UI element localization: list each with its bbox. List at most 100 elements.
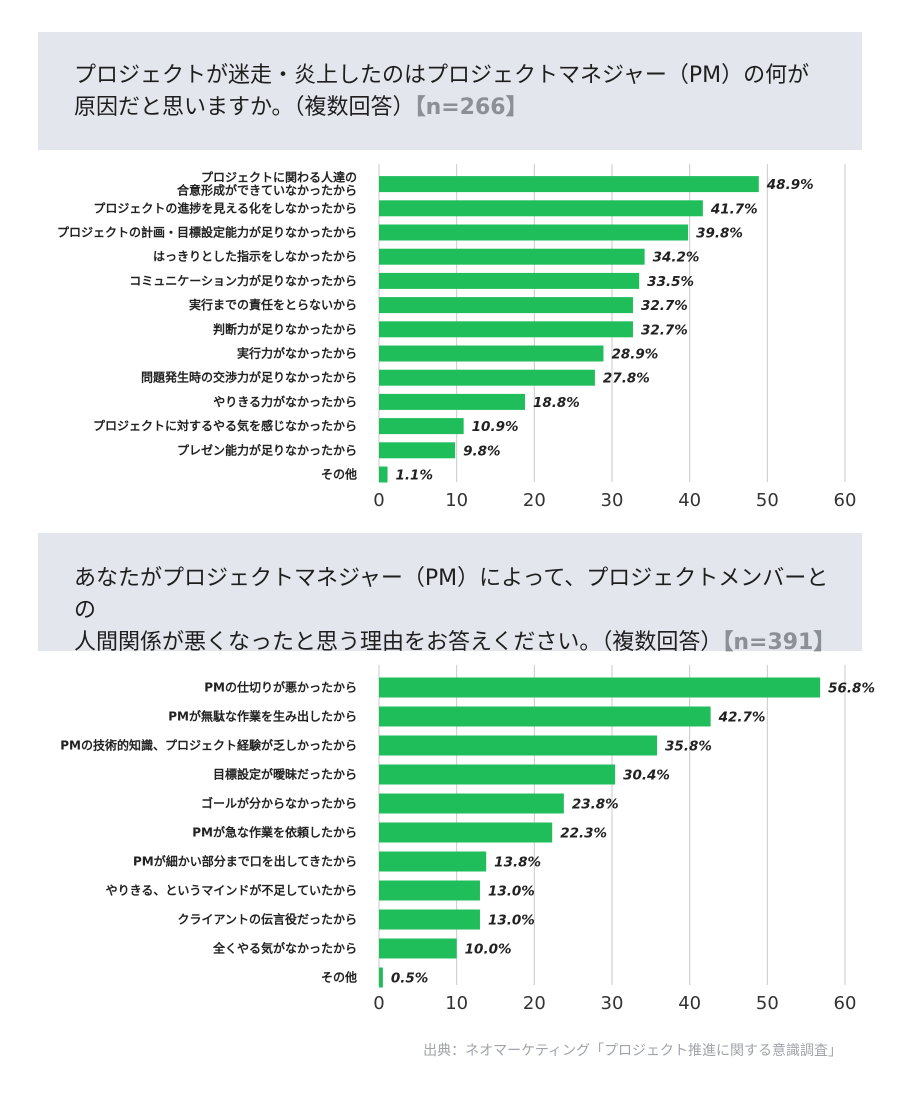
chart1-category-label: はっきりとした指示をしなかったから	[153, 249, 357, 264]
chart2-x-tick-label: 40	[678, 993, 701, 1014]
chart2-category-label: PMの技術的知識、プロジェクト経験が乏しかったから	[60, 738, 357, 753]
chart1-value-label: 32.7%	[641, 298, 688, 314]
chart1-value-label: 28.9%	[611, 347, 658, 363]
chart2-category-label: 全くやる気がなかったから	[212, 941, 357, 956]
chart1-bar	[379, 442, 456, 459]
chart2-value-label: 13.8%	[494, 855, 541, 871]
chart2-x-tick-label: 20	[523, 993, 546, 1014]
chart1-x-tick-label: 50	[756, 490, 779, 511]
chart1-category-label: 判断力が足りなかったから	[213, 321, 357, 336]
chart2-bar	[379, 706, 711, 727]
chart2-value-label: 35.8%	[665, 739, 712, 755]
chart2-n-label: 【n=391】	[722, 630, 836, 655]
chart2-value-label: 0.5%	[391, 971, 428, 987]
chart2-title-line2: 人間関係が悪くなったと思う理由をお答えください。（複数回答）	[74, 630, 723, 655]
chart2-value-label: 56.8%	[828, 681, 875, 697]
chart1-x-tick-label: 40	[678, 490, 701, 511]
chart2-value-label: 22.3%	[560, 826, 607, 842]
chart2-category-label: PMの仕切りが悪かったから	[204, 680, 357, 695]
chart1-value-label: 27.8%	[603, 371, 650, 387]
chart2-bar	[379, 851, 487, 872]
chart2-category-label: PMが無駄な作業を生み出したから	[168, 709, 357, 724]
chart2-value-label: 30.4%	[623, 768, 670, 784]
chart2-x-tick-label: 60	[834, 993, 857, 1014]
chart1-bar	[379, 369, 595, 386]
chart1-category-label: プレゼン能力が足りなかったから	[177, 442, 357, 457]
chart1-value-label: 9.8%	[463, 443, 500, 459]
chart1-bar	[379, 466, 388, 483]
chart2-bar-chart: 0 10 20 30 40 50 60 56.8% PMの仕切りが悪かったから 42.7% PMが無…	[60, 665, 875, 1014]
chart1-x-tick-label: 10	[445, 490, 468, 511]
chart1-bar	[379, 418, 464, 435]
chart2-category-label: やりきる、というマインドが不足していたから	[106, 883, 357, 898]
chart1-title-line2: 原因だと思いますか。（複数回答）	[74, 95, 415, 120]
chart1-value-label: 10.9%	[472, 419, 519, 435]
chart1-x-tick-label: 20	[523, 490, 546, 511]
chart2-category-label: その他	[321, 970, 357, 985]
chart2-bar	[379, 793, 564, 814]
chart1-value-label: 1.1%	[396, 468, 433, 484]
chart1-category-label: 実行までの責任をとらないから	[189, 297, 357, 312]
chart2-bar	[379, 880, 480, 901]
chart2-x-tick-label: 50	[756, 993, 779, 1014]
chart1-category-label: プロジェクトの計画・目標設定能力が足りなかったから	[57, 225, 357, 240]
chart2-value-label: 23.8%	[572, 797, 619, 813]
chart2-category-label: クライアントの伝言役だったから	[177, 912, 357, 927]
chart2-value-label: 42.7%	[718, 710, 766, 726]
chart1-category-label: コミュニケーション力が足りなかったから	[129, 273, 357, 288]
chart1-bar	[379, 297, 633, 314]
chart1-x-tick-label: 0	[373, 490, 384, 511]
chart1-value-label: 39.8%	[696, 226, 743, 242]
chart2-bar	[379, 909, 480, 930]
chart1-category-label: プロジェクトに関わる人達の	[201, 170, 357, 185]
chart1-bar-chart: 0 10 20 30 40 50 60 48.9% プロジェクトに関わる人達の合意形成ができてい…	[57, 164, 857, 511]
chart2-x-tick-label: 0	[373, 993, 384, 1014]
chart1-bar	[379, 272, 640, 289]
chart1-category-label: 合意形成ができていなかったから	[177, 183, 357, 198]
chart1-category-label: 実行力がなかったから	[237, 346, 357, 361]
chart2-bar	[379, 677, 821, 698]
chart2-bar	[379, 938, 457, 959]
chart2-x-tick-label: 10	[445, 993, 468, 1014]
chart1-x-tick-label: 60	[834, 490, 857, 511]
chart2-bar	[379, 967, 383, 988]
chart1-category-label: プロジェクトの進捗を見える化をしなかったから	[93, 200, 357, 215]
chart1-bar	[379, 393, 526, 410]
chart1-bar	[379, 345, 604, 362]
chart1-bar	[379, 248, 645, 265]
chart1-bar	[379, 224, 689, 241]
chart1-x-tick-label: 30	[601, 490, 624, 511]
chart1-value-label: 34.2%	[653, 250, 700, 266]
chart1-header-panel: プロジェクトが迷走・炎上したのはプロジェクトマネジャー（PM）の何が 原因だと思…	[38, 32, 862, 150]
chart1-title-line1: プロジェクトが迷走・炎上したのはプロジェクトマネジャー（PM）の何が	[74, 63, 810, 88]
chart2-value-label: 13.0%	[488, 884, 535, 900]
chart2-value-label: 13.0%	[488, 913, 535, 929]
chart1-n-label: 【n=266】	[414, 95, 528, 120]
chart2-title: あなたがプロジェクトマネジャー（PM）によって、プロジェクトメンバーとの 人間関…	[74, 563, 842, 659]
chart2-category-label: PMが急な作業を依頼したから	[192, 825, 357, 840]
chart1-category-label: その他	[321, 467, 357, 482]
chart2-bar	[379, 822, 553, 843]
chart1-bar	[379, 200, 703, 217]
chart2-header-panel: あなたがプロジェクトマネジャー（PM）によって、プロジェクトメンバーとの 人間関…	[38, 533, 862, 655]
chart1-value-label: 18.8%	[533, 395, 580, 411]
chart1-category-label: プロジェクトに対するやる気を感じなかったから	[93, 418, 357, 433]
chart2-category-label: ゴールが分からなかったから	[201, 796, 357, 811]
chart1-category-label: やりきる力がなかったから	[213, 394, 357, 409]
chart2-bar	[379, 735, 658, 756]
chart1-value-label: 32.7%	[641, 322, 688, 338]
chart1-bar	[379, 176, 759, 193]
chart1-value-label: 41.7%	[710, 201, 758, 217]
chart2-x-tick-label: 30	[601, 993, 624, 1014]
chart2-bar	[379, 764, 616, 785]
chart2-title-line1: あなたがプロジェクトマネジャー（PM）によって、プロジェクトメンバーとの	[74, 566, 829, 623]
chart1-category-label: 問題発生時の交渉力が足りなかったから	[141, 370, 357, 385]
chart2-category-label: 目標設定が曖昧だったから	[213, 767, 357, 782]
chart1-value-label: 48.9%	[766, 177, 814, 193]
source-note: 出典：ネオマーケティング「プロジェクト推進に関する意識調査」	[423, 1043, 842, 1059]
chart1-bar	[379, 321, 633, 338]
chart2-value-label: 10.0%	[465, 942, 512, 958]
chart1-title: プロジェクトが迷走・炎上したのはプロジェクトマネジャー（PM）の何が 原因だと思…	[74, 60, 842, 124]
chart2-category-label: PMが細かい部分まで口を出してきたから	[133, 854, 357, 869]
chart1-value-label: 33.5%	[647, 274, 694, 290]
